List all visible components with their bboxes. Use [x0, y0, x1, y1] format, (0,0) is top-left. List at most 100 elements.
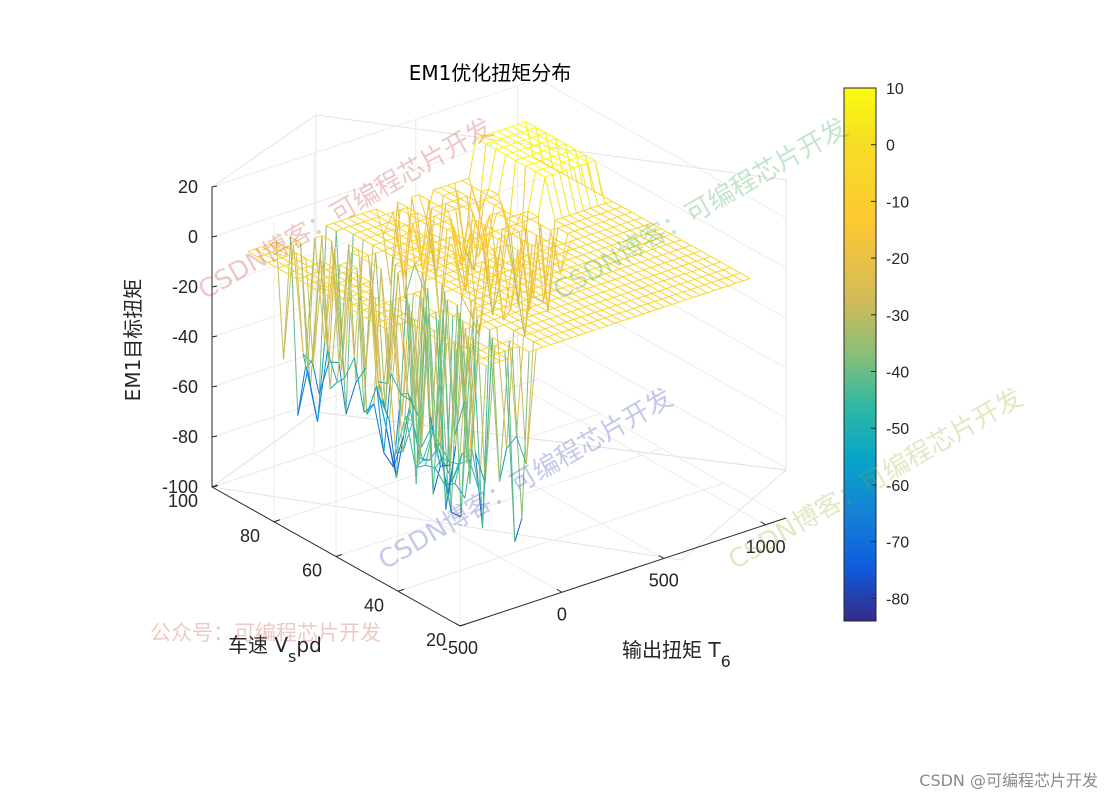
colorbar-tick-label: -70 — [886, 535, 909, 552]
surface-edge — [514, 279, 526, 337]
surface-edge — [411, 194, 420, 198]
surface-edge — [641, 287, 653, 294]
surface-edge — [606, 252, 615, 257]
surface-edge — [585, 262, 596, 269]
surface-edge — [464, 328, 476, 453]
surface-edge — [340, 290, 352, 297]
surface-edge — [532, 268, 541, 272]
surface-edge — [634, 289, 646, 297]
surface-edge — [605, 273, 616, 280]
surface-edge — [735, 280, 744, 284]
surface-edge — [475, 135, 484, 139]
surface-edge — [482, 135, 494, 142]
surface-edge — [335, 274, 346, 282]
surface-edge — [516, 141, 528, 149]
surface-edge — [349, 267, 358, 271]
surface-edge — [370, 234, 378, 238]
surface-edge — [652, 246, 660, 250]
surface-edge — [424, 324, 435, 331]
surface-edge — [515, 309, 523, 313]
surface-edge — [565, 295, 576, 302]
surface-edge — [540, 338, 551, 346]
surface-edge — [575, 254, 584, 258]
surface-edge — [302, 354, 311, 388]
surface-edge — [561, 331, 573, 339]
surface-edge — [348, 285, 356, 290]
surface-edge — [547, 336, 558, 343]
surface-edge — [568, 329, 580, 336]
surface-edge — [539, 160, 550, 168]
surface-edge — [409, 256, 417, 260]
surface-edge — [423, 215, 435, 292]
surface-edge — [599, 257, 611, 264]
surface-edge — [418, 194, 427, 218]
surface-edge — [485, 141, 494, 145]
surface-edge — [570, 159, 582, 166]
surface-edge — [614, 206, 623, 210]
surface-edge — [360, 231, 371, 238]
surface-edge — [686, 255, 697, 262]
surface-edge — [411, 197, 423, 258]
surface-edge — [463, 276, 474, 283]
surface-edge — [301, 268, 312, 275]
surface-edge — [397, 201, 408, 208]
surface-edge — [449, 461, 460, 465]
surface-edge — [587, 160, 596, 164]
surface-edge — [388, 420, 397, 478]
surface-edge — [491, 194, 499, 198]
surface-edge — [500, 246, 512, 310]
surface-edge — [488, 300, 496, 305]
surface-edge — [512, 152, 523, 159]
surface-edge — [634, 217, 642, 221]
surface-edge — [675, 293, 687, 301]
surface-edge — [567, 230, 575, 234]
surface-edge — [507, 232, 519, 306]
surface-edge — [433, 189, 444, 196]
colorbar-tick-label: -40 — [886, 365, 909, 382]
surface-edge — [341, 252, 353, 371]
surface-edge — [506, 218, 517, 225]
surface-edge — [278, 247, 287, 251]
surface-edge — [670, 233, 682, 241]
surface-edge — [498, 340, 510, 482]
surface-edge — [558, 172, 570, 216]
surface-edge — [502, 146, 514, 153]
surface-edge — [431, 277, 443, 285]
surface-edge — [518, 121, 527, 125]
surface-edge — [617, 214, 625, 218]
surface-edge — [663, 233, 672, 238]
surface-edge — [461, 177, 470, 182]
surface-edge — [578, 332, 587, 336]
surface-edge — [624, 211, 632, 216]
surface-edge — [579, 290, 590, 298]
surface-edge — [582, 298, 593, 305]
surface-edge — [311, 360, 320, 395]
surface-edge — [353, 257, 362, 358]
surface-edge — [597, 317, 605, 321]
surface-edge — [575, 149, 586, 156]
surface-edge — [384, 299, 393, 304]
surface-edge — [560, 305, 572, 313]
surface-edge — [603, 289, 611, 293]
x-tick-label: -500 — [442, 638, 478, 658]
surface-edge — [573, 164, 581, 169]
surface-edge — [502, 340, 510, 344]
surface-edge — [479, 215, 491, 238]
surface-edge — [561, 214, 570, 219]
surface-edge — [585, 218, 597, 225]
surface-edge — [649, 240, 660, 248]
colorbar-tick-label: -30 — [886, 308, 909, 325]
surface-edge — [450, 219, 462, 267]
surface-edge — [524, 245, 533, 337]
surface-edge — [694, 276, 703, 280]
surface-edge — [708, 274, 720, 281]
surface-edge — [527, 255, 538, 262]
surface-edge — [428, 311, 437, 316]
surface-edge — [683, 289, 691, 293]
surface-edge — [501, 270, 510, 274]
surface-edge — [550, 297, 559, 302]
surface-edge — [670, 275, 678, 279]
surface-edge — [468, 178, 480, 214]
colorbar-tick-label: -50 — [886, 421, 909, 438]
surface-edge — [448, 281, 460, 288]
